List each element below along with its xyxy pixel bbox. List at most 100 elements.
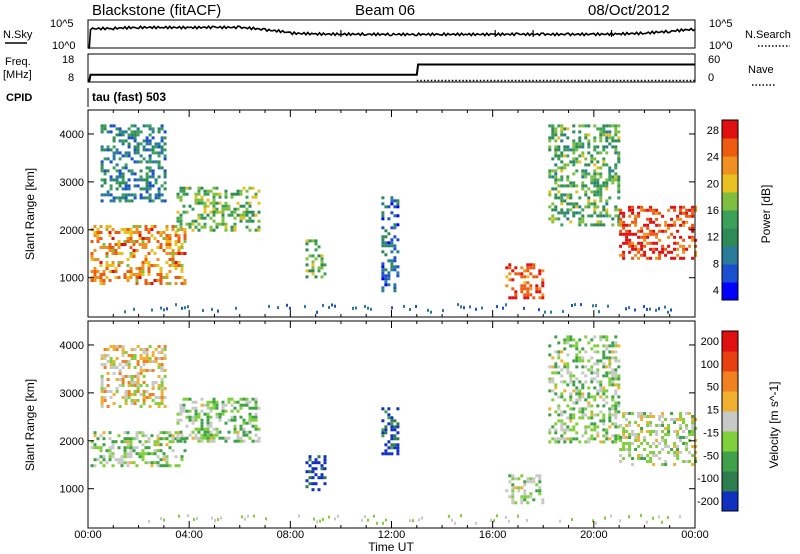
- scatter-cell: [124, 184, 128, 188]
- scatter-cell: [581, 407, 585, 411]
- scatter-cell: [197, 412, 201, 416]
- scatter-cell: [538, 269, 542, 273]
- scatter-cell: [569, 344, 573, 348]
- scatter-cell: [608, 437, 612, 441]
- scatter-cell: [112, 145, 116, 149]
- scatter-cell: [652, 229, 656, 233]
- scatter-cell: [691, 256, 695, 260]
- colorbar-tick-label: 12: [707, 232, 719, 244]
- scatter-cell: [548, 139, 552, 143]
- scatter-cell: [578, 142, 582, 146]
- scatter-cell: [590, 190, 594, 194]
- scatter-cell: [215, 192, 219, 196]
- scatter-cell: [257, 210, 261, 214]
- scatter-cell: [611, 169, 615, 173]
- scatter-cell: [251, 418, 255, 422]
- ground-scatter-cell: [364, 304, 366, 308]
- scatter-cell: [566, 371, 570, 375]
- scatter-cell: [135, 240, 139, 243]
- scatter-cell: [532, 477, 536, 481]
- scatter-cell: [673, 454, 677, 457]
- scatter-cell: [551, 220, 555, 224]
- scatter-cell: [608, 166, 612, 170]
- scatter-cell: [100, 402, 104, 405]
- scatter-cell: [157, 402, 161, 405]
- ground-scatter-cell: [178, 514, 180, 518]
- scatter-cell: [655, 439, 659, 442]
- scatter-cell: [165, 458, 169, 462]
- ground-scatter-cell: [289, 306, 291, 310]
- scatter-cell: [105, 261, 109, 264]
- scatter-cell: [305, 461, 309, 465]
- scatter-cell: [185, 424, 189, 428]
- scatter-cell: [602, 356, 606, 360]
- scatter-cell: [617, 178, 621, 182]
- scatter-cell: [105, 252, 109, 255]
- scatter-cell: [115, 196, 119, 200]
- scatter-cell: [248, 400, 252, 404]
- colorbar-tick-label: 8: [713, 258, 719, 270]
- scatter-cell: [174, 431, 178, 435]
- scatter-cell: [206, 412, 210, 416]
- scatter-cell: [142, 381, 146, 384]
- scatter-cell: [682, 418, 686, 421]
- scatter-cell: [239, 415, 243, 419]
- scatter-cell: [688, 412, 692, 415]
- scatter-cell: [206, 439, 210, 443]
- scatter-cell: [144, 282, 148, 285]
- scatter-cell: [242, 186, 246, 190]
- scatter-cell: [569, 380, 573, 384]
- scatter-cell: [563, 338, 567, 342]
- scatter-cell: [605, 130, 609, 134]
- scatter-cell: [602, 350, 606, 354]
- scatter-cell: [147, 231, 151, 234]
- ground-scatter-cell: [490, 518, 492, 522]
- scatter-cell: [578, 350, 582, 354]
- scatter-cell: [563, 154, 567, 158]
- scatter-cell: [194, 436, 198, 440]
- scatter-cell: [560, 169, 564, 173]
- scatter-cell: [174, 225, 178, 228]
- scatter-cell: [551, 389, 555, 393]
- scatter-cell: [102, 464, 106, 468]
- scatter-cell: [215, 201, 219, 205]
- scatter-cell: [593, 163, 597, 167]
- scatter-cell: [685, 448, 689, 451]
- scatter-cell: [593, 425, 597, 429]
- scatter-cell: [520, 272, 524, 276]
- scatter-cell: [163, 348, 167, 351]
- scatter-cell: [200, 409, 204, 413]
- scatter-cell: [508, 495, 512, 499]
- scatter-cell: [390, 244, 394, 248]
- scatter-cell: [257, 228, 261, 232]
- scatter-cell: [538, 296, 542, 300]
- scatter-cell: [163, 375, 167, 378]
- scatter-cell: [194, 418, 198, 422]
- scatter-cell: [102, 458, 106, 462]
- scatter-cell: [124, 363, 128, 366]
- scatter-cell: [251, 186, 255, 190]
- scatter-cell: [572, 181, 576, 185]
- scatter-cell: [602, 362, 606, 366]
- scatter-cell: [121, 175, 125, 179]
- scatter-cell: [197, 436, 201, 440]
- ground-scatter-cell: [550, 310, 552, 314]
- scatter-cell: [640, 412, 644, 415]
- scatter-cell: [317, 461, 321, 465]
- ground-scatter-cell: [643, 305, 645, 309]
- scatter-cell: [145, 148, 149, 152]
- scatter-cell: [314, 461, 318, 465]
- scatter-cell: [554, 350, 558, 354]
- scatter-cell: [575, 437, 579, 441]
- scatter-cell: [581, 187, 585, 191]
- scatter-cell: [154, 178, 158, 182]
- scatter-cell: [162, 464, 166, 468]
- scatter-cell: [384, 452, 388, 456]
- scatter-cell: [646, 256, 650, 260]
- scatter-cell: [575, 148, 579, 152]
- scatter-cell: [123, 455, 127, 459]
- scatter-cell: [239, 204, 243, 208]
- scatter-cell: [180, 228, 184, 231]
- scatter-cell: [179, 418, 183, 422]
- scatter-cell: [535, 474, 539, 478]
